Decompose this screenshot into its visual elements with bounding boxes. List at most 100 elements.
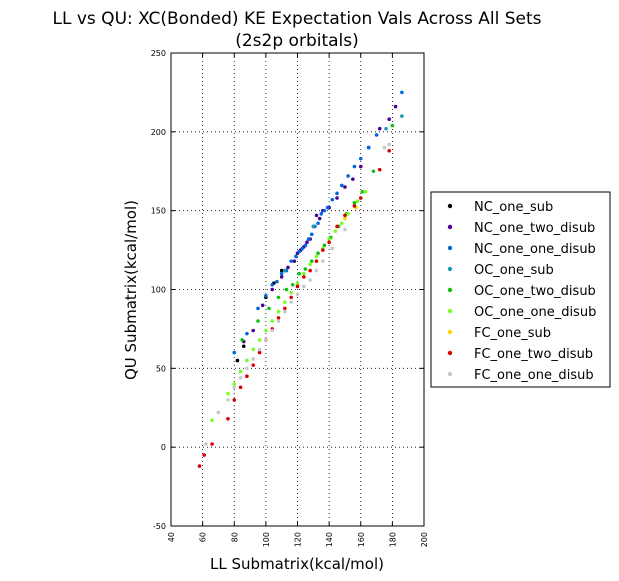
grid [171,53,424,526]
data-point [322,243,327,248]
legend-label: NC_one_sub [474,200,553,215]
data-point [314,268,319,273]
data-point [210,442,214,446]
data-point [316,251,320,256]
legend-label: FC_one_one_disub [474,368,594,383]
x-tick-label: 160 [357,532,366,547]
data-point [203,442,208,446]
y-tick-label: 50 [156,364,166,373]
data-point [330,246,335,251]
data-point [290,282,295,287]
series-OC_one_one_disub [210,189,368,423]
data-point [283,268,287,273]
data-point [355,199,360,204]
data-point [226,398,230,402]
data-point [303,267,308,271]
data-point [294,254,298,259]
data-point [267,306,271,311]
data-point [305,240,309,244]
data-point [238,375,243,380]
series-FC_one_two_disub [197,148,392,468]
data-point [232,382,237,386]
data-point [270,287,275,292]
data-point [387,142,392,147]
data-point [333,229,338,233]
data-point [358,164,363,169]
y-tick-label: 250 [151,49,166,58]
data-point [289,300,293,304]
data-point [245,358,249,363]
data-point [295,284,300,289]
data-point [264,328,268,333]
data-point [283,306,287,311]
data-point [295,292,300,297]
data-point [279,275,284,279]
data-point [316,221,320,226]
data-point [306,237,311,241]
data-point [251,347,256,352]
data-point [325,205,330,210]
data-point [319,212,324,216]
data-point [360,189,365,194]
data-point [321,248,325,252]
data-point [202,453,207,457]
data-point [363,189,368,194]
data-point [270,282,275,287]
data-point [256,306,260,311]
x-tick-label: 200 [420,532,429,547]
data-point [283,300,287,304]
legend-marker [447,224,453,230]
data-point [343,216,347,221]
y-tick-label: 0 [161,443,166,452]
data-point [358,156,363,161]
data-point [276,319,281,323]
data-point [335,191,339,196]
data-point [232,385,237,390]
data-point [314,259,319,263]
x-tick-label: 40 [167,532,176,542]
axis-ticks: 40 60 80 100 120 140 160 180 200 -50 0 50 100 150 200 2… [151,49,429,547]
data-point [210,418,214,423]
data-point [317,216,322,221]
data-point [270,328,275,333]
data-point [251,363,256,367]
series-NC_one_one_disub [232,90,404,355]
x-tick-label: 80 [230,532,239,542]
data-point [197,464,202,468]
data-point [241,344,246,349]
x-tick-label: 60 [199,532,208,542]
data-point [232,350,237,355]
y-tick-label: 200 [151,128,166,137]
data-point [216,410,221,415]
data-point [232,398,237,402]
legend-label: FC_one_sub [474,326,551,341]
data-point [292,259,297,263]
chart-title: LL vs QU: XC(Bonded) KE Expectation Vals… [53,9,542,29]
legend-marker [447,245,453,251]
data-point [321,259,325,263]
data-point [245,366,249,371]
data-point [387,117,392,122]
data-point [314,254,319,259]
y-tick-label: 150 [151,207,166,216]
data-point [264,338,268,342]
data-point [276,295,281,300]
data-point [387,148,392,153]
data-point [286,265,290,270]
data-point [351,177,355,181]
data-point [260,303,265,308]
data-point [343,227,347,232]
data-point [245,374,249,379]
data-point [238,369,243,374]
data-point [257,338,262,342]
x-axis-label: LL Submatrix(kcal/mol) [210,555,384,573]
data-points [197,90,404,468]
legend-label: OC_one_one_disub [474,305,596,320]
data-point [303,243,308,248]
data-point [358,196,363,200]
data-point [400,114,404,118]
data-point [390,123,395,128]
data-point [256,319,260,323]
data-point [284,287,289,292]
